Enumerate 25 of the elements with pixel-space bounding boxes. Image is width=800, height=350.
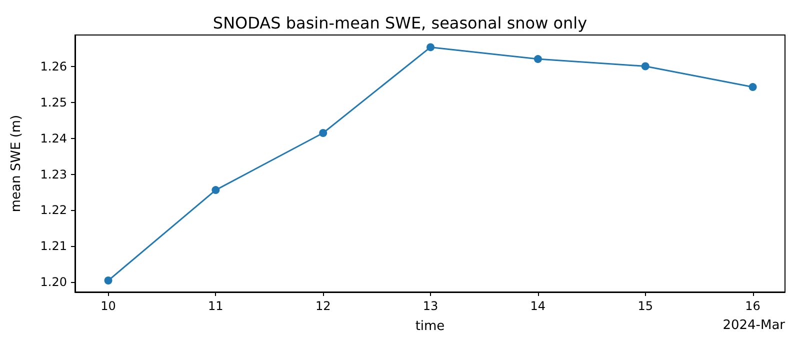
point <box>534 55 542 64</box>
x-tick-label: 12 <box>315 299 331 313</box>
chart-title: SNODAS basin-mean SWE, seasonal snow only <box>212 14 588 32</box>
point <box>104 276 112 285</box>
x-tick-label: 15 <box>638 299 653 313</box>
x-tick-label: 10 <box>100 299 116 313</box>
y-tick-label: 1.20 <box>40 274 67 289</box>
y-axis-title: mean SWE (m) <box>9 114 24 212</box>
y-tick-label: 1.24 <box>40 131 67 146</box>
x-tick-label: 11 <box>208 299 224 313</box>
x-tick-label: 13 <box>422 299 438 313</box>
y-tick-label: 1.21 <box>40 239 67 254</box>
x-tick-label: 16 <box>745 299 760 313</box>
y-tick-label: 1.26 <box>40 60 67 74</box>
point <box>212 186 220 194</box>
point <box>319 128 328 137</box>
text: 2024-Mar <box>722 318 786 333</box>
x-tick-label: 14 <box>530 299 546 313</box>
point <box>426 43 435 52</box>
point <box>748 83 757 92</box>
y-tick-label: 1.25 <box>40 95 67 110</box>
y-tick-label: 1.23 <box>40 167 67 182</box>
point <box>641 62 650 70</box>
y-tick-label: 1.22 <box>40 203 67 218</box>
x-axis-title: time <box>415 319 445 334</box>
